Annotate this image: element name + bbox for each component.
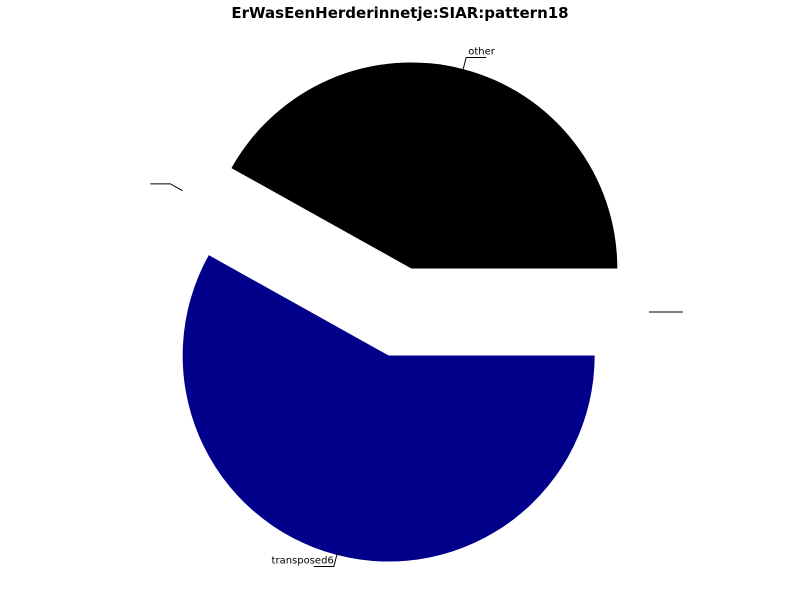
chart-title: ErWasEenHerderinnetje:SIAR:pattern18 (231, 4, 569, 22)
pie-slice-transposed6 (182, 255, 595, 562)
slice-label-transposed6: transposed6 (272, 556, 334, 567)
slice-label-other: other (468, 46, 496, 57)
leader-line-1 (150, 183, 183, 192)
pie-slice-other (231, 62, 618, 269)
labels-layer: other transposed6 (150, 46, 683, 568)
slices-layer (182, 62, 618, 562)
leader-line-0 (462, 56, 487, 72)
leader-line-2 (313, 552, 338, 568)
